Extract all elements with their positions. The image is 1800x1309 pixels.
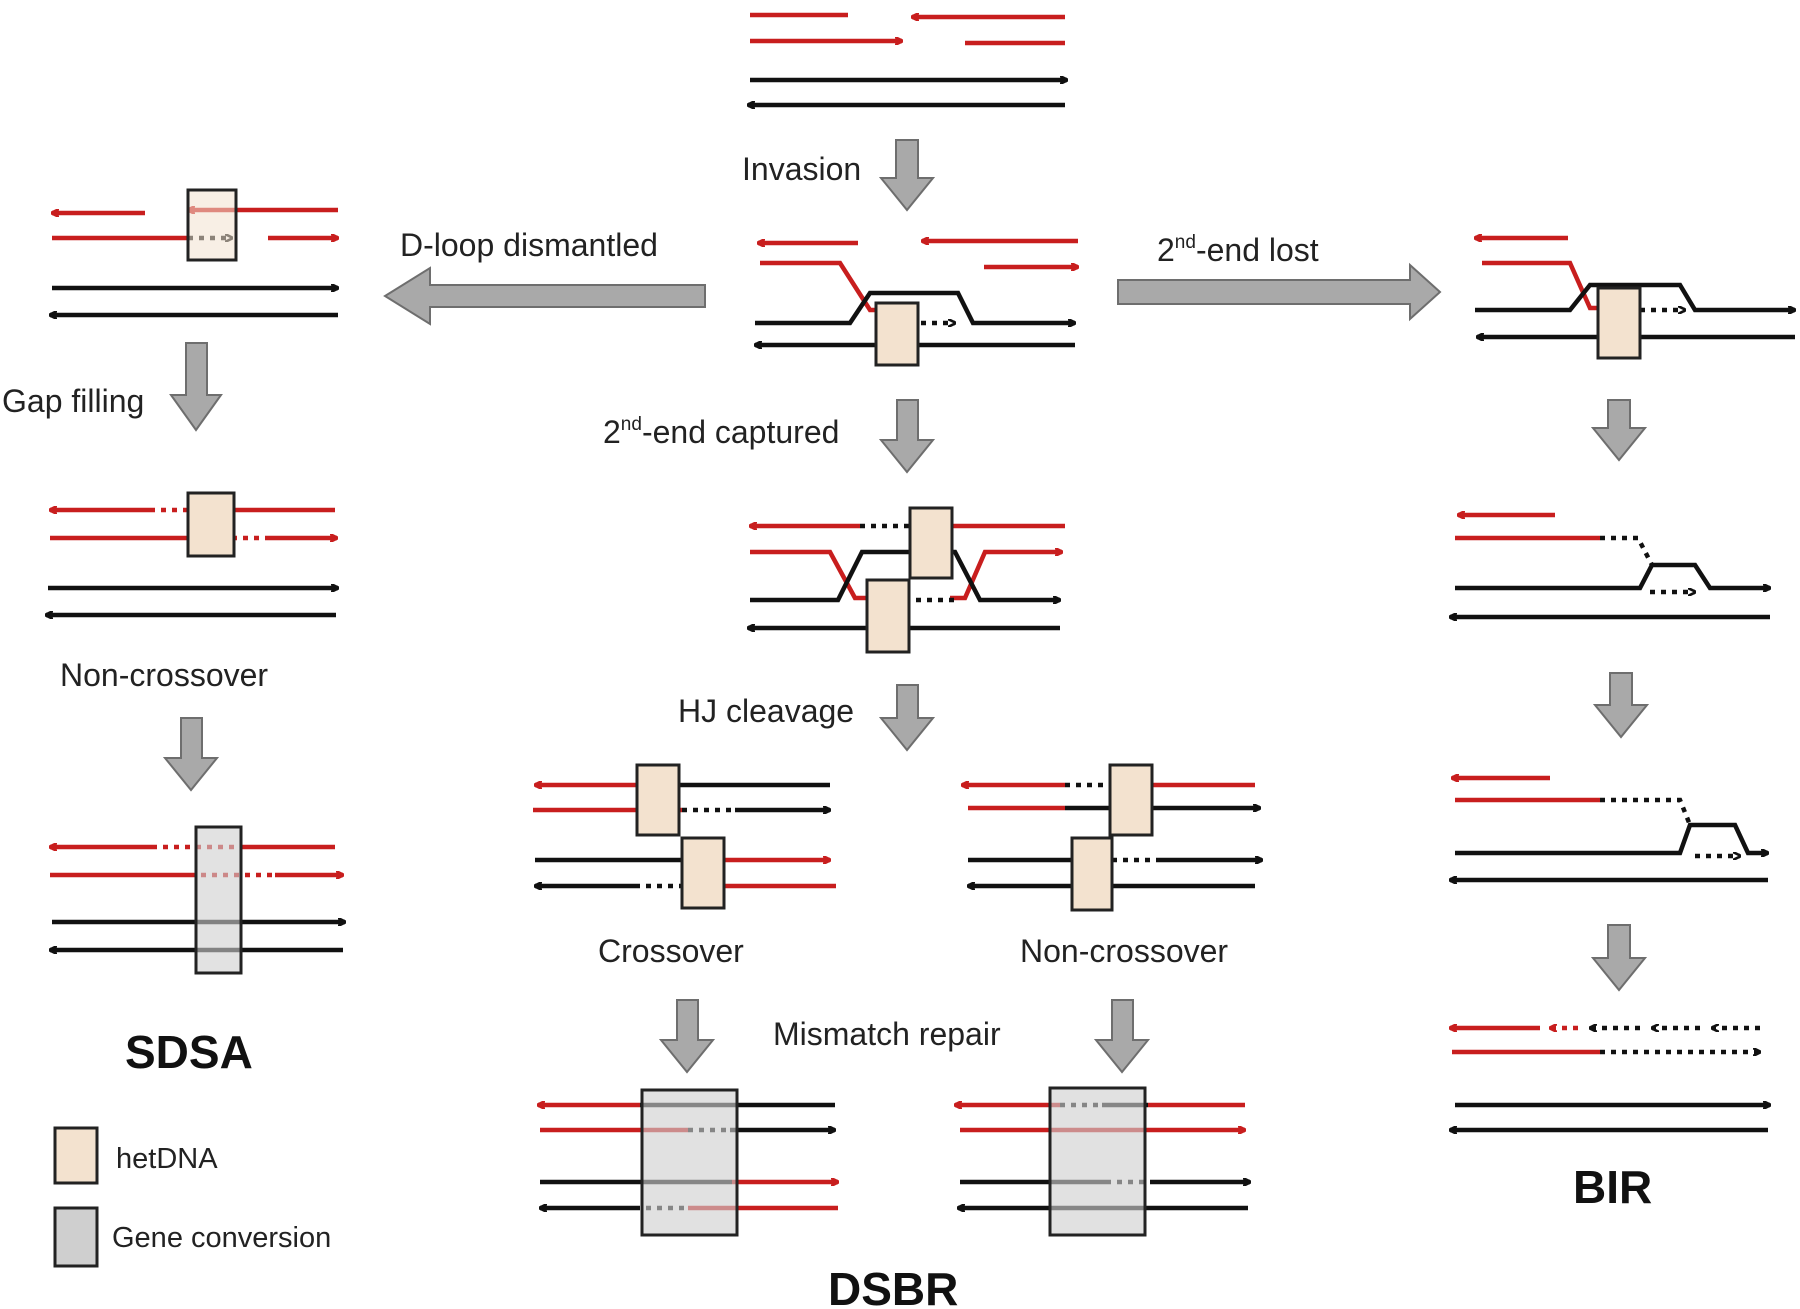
hetdna-box (635, 763, 681, 837)
bir-down-arrow-1 (1590, 399, 1648, 462)
gap-filling-down-arrow (169, 342, 223, 432)
legend-gene-conversion-swatch (53, 1206, 99, 1268)
bir-step-1 (1475, 238, 1795, 360)
black-strand-d-loop (1455, 562, 1770, 588)
sdsa-step-1 (50, 188, 338, 315)
d-loop-dismantled-label: D-loop dismantled (400, 227, 658, 263)
hj-cleavage-label: HJ cleavage (678, 693, 854, 729)
top-broken-dna (748, 12, 1067, 105)
dsbr-crossover-label: Crossover (598, 933, 744, 969)
gap-filling-label: Gap filling (2, 383, 144, 419)
legend-gene-conversion-label: Gene conversion (112, 1222, 331, 1254)
d-loop-dismantled-arrow (383, 266, 706, 326)
bir-step-2 (1450, 515, 1770, 617)
bir-step-4 (1450, 1028, 1770, 1130)
hetdna-box (186, 491, 236, 558)
black-strand-d-loop (1455, 822, 1768, 853)
hetdna-box (874, 301, 920, 367)
second-end-lost-label: 2nd-end lost (1157, 232, 1319, 268)
legend-hetdna-label: hetDNA (116, 1143, 218, 1175)
invasion-down-arrow (878, 139, 936, 212)
second-end-lost-arrow (1117, 262, 1442, 322)
red-crossing-strand (750, 549, 870, 601)
hetdna-box (865, 578, 911, 654)
bir-down-arrow-2 (1592, 672, 1650, 739)
hetdna-box (1596, 286, 1642, 360)
d-loop-intermediate (755, 241, 1078, 367)
bir-down-arrow-3 (1590, 924, 1648, 992)
bir-step-3 (1450, 778, 1768, 880)
sdsa-step-2 (46, 491, 338, 615)
legend-hetdna-swatch (53, 1126, 99, 1185)
second-end-captured-arrow (878, 399, 936, 474)
hetdna-box (1070, 836, 1114, 912)
gene-conversion-box (194, 825, 243, 975)
sdsa-down-arrow (162, 717, 220, 792)
red-crossing-strand (950, 552, 1062, 601)
crossover-down-arrow (658, 999, 716, 1074)
dsbr-non-crossover-products (962, 763, 1262, 912)
hetdna-box (1108, 763, 1154, 837)
mismatch-repair-label: Mismatch repair (773, 1016, 1001, 1052)
crossover-products (533, 763, 836, 910)
sdsa-title: SDSA (125, 1026, 253, 1078)
sdsa-non-crossover-label: Non-crossover (60, 657, 268, 693)
hetdna-box (186, 188, 238, 262)
hetdna-box (908, 506, 954, 580)
non-crossover-down-arrow (1093, 999, 1151, 1074)
second-end-captured-label: 2nd-end captured (603, 414, 839, 450)
double-holliday-junction (748, 506, 1065, 654)
bir-title: BIR (1573, 1161, 1652, 1213)
legend: hetDNA Gene conversion (53, 1126, 331, 1268)
gene-conversion-box (640, 1088, 739, 1237)
dsbr-title: DSBR (828, 1263, 958, 1309)
hetdna-box (680, 836, 726, 910)
black-dotted-synthesis (1600, 535, 1654, 567)
final-dsbr-non-crossover (955, 1086, 1250, 1237)
black-strand-d-loop (1475, 282, 1795, 310)
dsbr-non-crossover-label: Non-crossover (1020, 933, 1228, 969)
hj-cleavage-arrow (878, 684, 936, 752)
black-dotted-synthesis (1600, 797, 1693, 826)
invasion-label: Invasion (742, 151, 861, 187)
final-crossover (538, 1088, 838, 1237)
sdsa-step-3 (50, 825, 345, 975)
gene-conversion-box (1048, 1086, 1147, 1237)
black-strand-d-loop (755, 290, 1075, 323)
